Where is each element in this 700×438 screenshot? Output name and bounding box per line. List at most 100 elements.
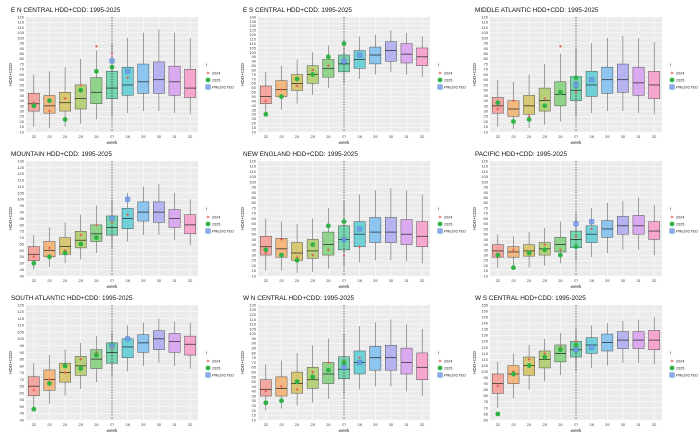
legend-label: 2025 [212, 78, 220, 82]
y-tick-label: 125 [249, 28, 256, 33]
x-tick-label: 27 [110, 278, 115, 283]
y-tick-label: 45 [484, 93, 489, 98]
x-tick-label: 31 [404, 422, 409, 427]
y-tick-label: 100 [17, 197, 24, 202]
series-point-2025 [557, 347, 563, 353]
x-tick-label: 27 [110, 422, 115, 427]
box-body [184, 335, 197, 356]
series-point-2025 [294, 76, 300, 82]
legend-label: 2024 [212, 71, 220, 75]
x-tick-label: 31 [172, 134, 177, 139]
y-tick-label: 95 [252, 336, 257, 341]
series-point-2025 [310, 242, 316, 248]
y-tick-label: 20 [484, 119, 489, 124]
y-tick-label: 85 [484, 195, 489, 200]
y-tick-label: 85 [484, 51, 489, 56]
series-point-2024 [574, 90, 578, 94]
legend-key-2025 [437, 365, 443, 371]
y-tick-label: 80 [484, 200, 489, 205]
y-tick-label: 20 [252, 408, 257, 413]
box-body [259, 85, 272, 104]
series-point-2025 [495, 252, 501, 258]
x-tick-label: 25 [543, 422, 548, 427]
y-tick-label: 65 [252, 216, 257, 221]
y-tick-label: 120 [249, 32, 256, 37]
y-tick-label: 75 [484, 205, 489, 210]
series-point-2024 [543, 352, 547, 355]
y-tick-label: 15 [484, 124, 489, 129]
y-tick-label: 55 [20, 254, 25, 259]
series-point-2024 [48, 378, 51, 381]
chart-panel: MOUNTAIN HDD+CDD: 1995-2025 40 45 50 55 60 65 7… [4, 148, 234, 290]
x-tick-label: 32 [188, 134, 193, 139]
chart-svg: 1015202530354045505560657075808590951001… [472, 158, 698, 289]
legend-label: 2025 [212, 366, 220, 370]
series-point-2025 [93, 352, 99, 358]
y-tick-label: 100 [17, 336, 24, 341]
series-point-2024 [32, 388, 36, 392]
y-tick-label: 85 [252, 195, 257, 200]
series-point-predicted [125, 196, 131, 202]
y-tick-label: 65 [20, 72, 25, 77]
box-body [153, 61, 165, 94]
series-point-2025 [62, 117, 68, 122]
box-body [369, 217, 382, 243]
y-tick-label: 130 [17, 158, 24, 163]
y-tick-label: 60 [20, 248, 25, 253]
y-tick-label: 45 [20, 411, 25, 416]
box-body [121, 338, 134, 358]
box-body [153, 330, 165, 350]
x-tick-label: 26 [94, 134, 99, 139]
y-tick-label: 85 [484, 387, 489, 392]
x-tick-label: 22 [32, 134, 37, 139]
y-tick-label: 80 [484, 393, 489, 398]
legend-title: f [670, 351, 672, 355]
legend-key-2024 [206, 359, 210, 363]
box-body [259, 379, 272, 397]
y-tick-label: 120 [481, 14, 488, 19]
x-tick-label: 29 [373, 422, 378, 427]
legend-key-2025 [669, 77, 675, 83]
series-point-2024 [280, 385, 283, 388]
y-tick-label: 60 [20, 77, 25, 82]
y-tick-label: 45 [252, 237, 257, 242]
x-tick-label: 24 [63, 134, 68, 139]
chart-title: E S CENTRAL HDD+CDD: 1995-2025 [243, 7, 352, 14]
series-point-2025 [31, 260, 37, 266]
x-tick-label: 28 [589, 134, 594, 139]
series-point-predicted [341, 236, 347, 243]
y-tick-label: 80 [20, 363, 25, 368]
y-axis-label: HDD+CDD [472, 207, 477, 230]
series-point-2024 [110, 221, 114, 224]
x-tick-label: 28 [125, 278, 130, 283]
series-point-2025 [495, 411, 501, 417]
legend-label: 2024 [676, 359, 684, 363]
y-tick-label: 25 [20, 114, 25, 119]
y-tick-label: 75 [252, 205, 257, 210]
x-tick-label: 30 [157, 278, 162, 283]
legend-label: 2024 [212, 215, 220, 219]
x-tick-label: 25 [311, 422, 316, 427]
chart-title: MOUNTAIN HDD+CDD: 1995-2025 [11, 151, 112, 158]
y-tick-label: 20 [20, 119, 25, 124]
y-tick-label: 50 [252, 379, 257, 384]
y-tick-label: 40 [484, 98, 489, 103]
y-axis-label: HDD+CDD [8, 351, 13, 374]
y-tick-label: 90 [20, 350, 25, 355]
y-tick-label: 140 [481, 321, 488, 326]
y-tick-label: 55 [252, 374, 257, 379]
y-tick-label: 95 [484, 41, 489, 46]
series-point-2024 [126, 76, 129, 79]
x-tick-label: 24 [295, 278, 300, 283]
y-tick-label: 110 [250, 41, 257, 46]
x-tick-label: 23 [47, 134, 52, 139]
series-point-2024 [574, 234, 578, 238]
x-tick-label: 30 [389, 422, 394, 427]
chart-title: NEW ENGLAND HDD+CDD: 1995-2025 [243, 151, 358, 158]
y-tick-label: 120 [249, 312, 256, 317]
series-point-2025 [279, 252, 284, 258]
series-point-2025 [526, 250, 532, 256]
legend-key-2024 [206, 215, 210, 219]
y-tick-label: 35 [252, 247, 257, 252]
y-tick-label: 90 [252, 341, 257, 346]
